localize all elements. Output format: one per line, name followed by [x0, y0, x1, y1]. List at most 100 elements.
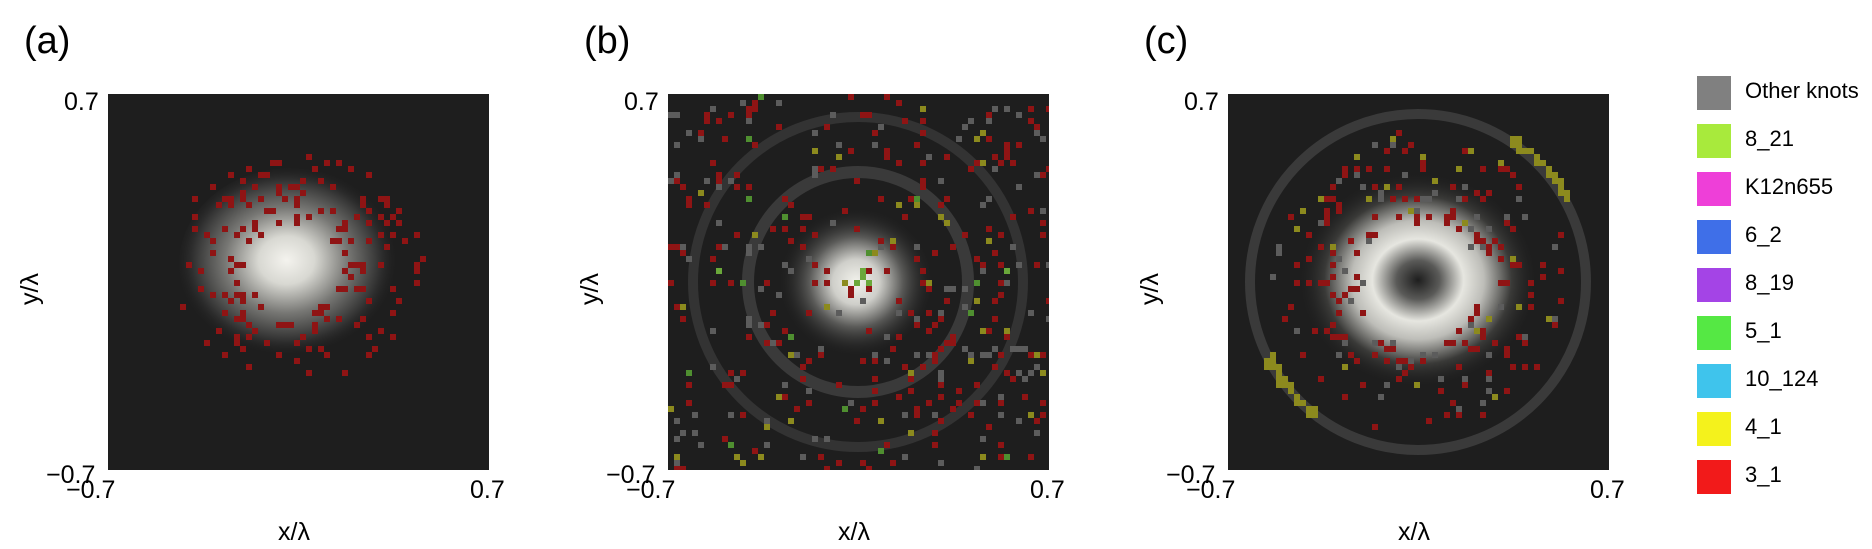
knot-marker-pixel	[668, 280, 674, 286]
knot-marker-pixel	[1528, 148, 1534, 154]
knot-marker-pixel	[1396, 358, 1402, 364]
knot-marker-pixel	[1366, 232, 1372, 238]
knot-marker-pixel	[764, 418, 770, 424]
knot-marker-pixel	[1450, 214, 1456, 220]
knot-marker-pixel	[950, 334, 956, 340]
knot-marker-pixel	[228, 298, 234, 304]
knot-marker-pixel	[788, 418, 794, 424]
knot-marker-pixel	[704, 112, 710, 118]
knot-marker-pixel	[1336, 310, 1342, 316]
knot-marker-pixel	[848, 400, 854, 406]
knot-marker-pixel	[312, 328, 318, 334]
knot-marker-pixel	[788, 202, 794, 208]
knot-marker-pixel	[782, 226, 788, 232]
knot-marker-pixel	[1294, 262, 1300, 268]
knot-marker-pixel	[932, 430, 938, 436]
knot-marker-pixel	[1486, 352, 1492, 358]
knot-marker-pixel	[914, 406, 920, 412]
knot-marker-pixel	[234, 262, 240, 268]
knot-marker-pixel	[1016, 262, 1022, 268]
knot-marker-pixel	[938, 394, 944, 400]
knot-marker-pixel	[680, 250, 686, 256]
knot-marker-pixel	[1016, 184, 1022, 190]
legend-item: 10_124	[1697, 362, 1867, 410]
knot-marker-pixel	[980, 202, 986, 208]
knot-marker-pixel	[1438, 388, 1444, 394]
knot-marker-pixel	[1504, 346, 1510, 352]
knot-marker-pixel	[782, 328, 788, 334]
knot-marker-pixel	[860, 406, 866, 412]
knot-marker-pixel	[1444, 220, 1450, 226]
knot-marker-pixel	[938, 214, 944, 220]
knot-marker-pixel	[1034, 352, 1040, 358]
knot-marker-pixel	[1276, 376, 1282, 382]
knot-marker-pixel	[1420, 352, 1426, 358]
knot-marker-pixel	[1276, 250, 1282, 256]
knot-marker-pixel	[746, 316, 752, 322]
legend-label: 5_1	[1745, 318, 1782, 343]
knot-marker-pixel	[1516, 148, 1522, 154]
legend-label: Other knots	[1745, 78, 1859, 103]
knot-marker-pixel	[360, 316, 366, 322]
legend-item: 4_1	[1697, 410, 1867, 458]
knot-marker-pixel	[1040, 400, 1046, 406]
knot-marker-pixel	[1516, 196, 1522, 202]
knot-marker-pixel	[686, 256, 692, 262]
knot-marker-pixel	[1492, 394, 1498, 400]
knot-marker-pixel	[1306, 256, 1312, 262]
knot-marker-pixel	[336, 316, 342, 322]
knot-marker-pixel	[836, 310, 842, 316]
knot-marker-pixel	[974, 400, 980, 406]
knot-marker-pixel	[800, 214, 806, 220]
knot-marker-pixel	[668, 178, 674, 184]
knot-marker-pixel	[716, 172, 722, 178]
legend-swatch	[1697, 460, 1731, 494]
knot-marker-pixel	[1504, 214, 1510, 220]
knot-marker-pixel	[1408, 358, 1414, 364]
knot-marker-pixel	[1486, 388, 1492, 394]
knot-marker-pixel	[998, 352, 1004, 358]
knot-marker-pixel	[950, 244, 956, 250]
knot-marker-pixel	[1486, 376, 1492, 382]
knot-marker-pixel	[1034, 172, 1040, 178]
knot-marker-pixel	[776, 394, 782, 400]
knot-marker-pixel	[1360, 310, 1366, 316]
knot-marker-pixel	[1522, 340, 1528, 346]
knot-marker-pixel	[926, 400, 932, 406]
knot-marker-pixel	[698, 190, 704, 196]
knot-marker-pixel	[830, 166, 836, 172]
x-tick-left: −0.7	[1186, 476, 1236, 504]
knot-marker-pixel	[336, 238, 342, 244]
knot-marker-pixel	[1408, 208, 1414, 214]
knot-marker-pixel	[294, 202, 300, 208]
knot-marker-pixel	[186, 262, 192, 268]
knot-marker-pixel	[740, 280, 746, 286]
knot-marker-pixel	[746, 322, 752, 328]
knot-marker-pixel	[1016, 346, 1022, 352]
knot-marker-pixel	[318, 208, 324, 214]
knot-marker-pixel	[372, 346, 378, 352]
knot-marker-pixel	[998, 280, 1004, 286]
knot-marker-pixel	[914, 202, 920, 208]
knot-marker-pixel	[1426, 214, 1432, 220]
knot-marker-pixel	[312, 166, 318, 172]
knot-marker-pixel	[390, 334, 396, 340]
knot-marker-pixel	[1480, 196, 1486, 202]
knot-marker-pixel	[932, 322, 938, 328]
knot-marker-pixel	[1324, 214, 1330, 220]
knot-marker-pixel	[1516, 136, 1522, 142]
knot-marker-pixel	[1510, 172, 1516, 178]
knot-marker-pixel	[1288, 304, 1294, 310]
knot-marker-pixel	[842, 208, 848, 214]
knot-marker-pixel	[1040, 172, 1046, 178]
knot-marker-pixel	[1510, 136, 1516, 142]
knot-marker-pixel	[974, 256, 980, 262]
knot-marker-pixel	[668, 112, 674, 118]
knot-marker-pixel	[1552, 172, 1558, 178]
knot-marker-pixel	[1516, 304, 1522, 310]
knot-marker-pixel	[824, 304, 830, 310]
knot-marker-pixel	[348, 262, 354, 268]
knot-marker-pixel	[980, 436, 986, 442]
knot-marker-pixel	[180, 304, 186, 310]
knot-marker-pixel	[704, 202, 710, 208]
